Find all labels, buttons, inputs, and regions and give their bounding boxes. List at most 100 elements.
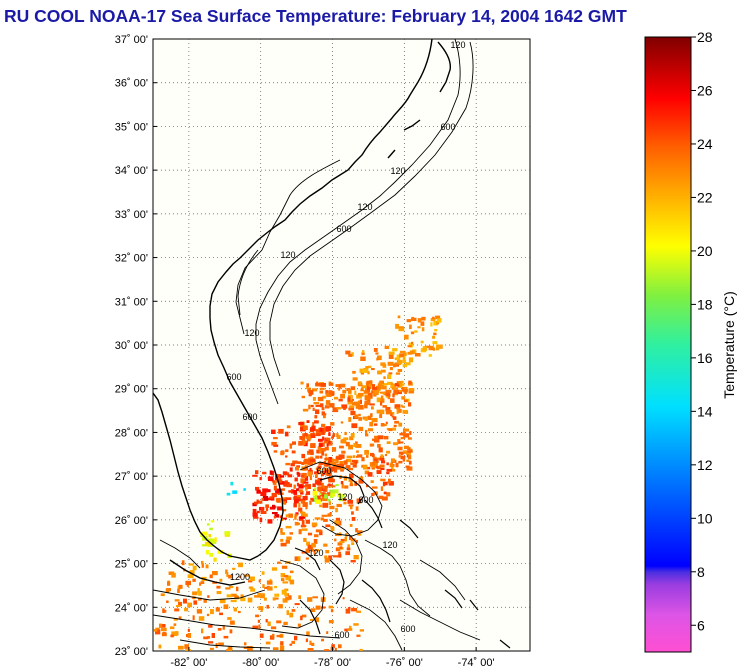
sst-pixel bbox=[375, 352, 379, 355]
sst-data-layer bbox=[153, 315, 443, 651]
sst-pixel bbox=[289, 612, 294, 618]
sst-pixel bbox=[305, 486, 308, 491]
sst-pixel bbox=[406, 466, 413, 471]
sst-pixel bbox=[329, 466, 335, 472]
sst-pixel bbox=[185, 649, 191, 651]
sst-pixel bbox=[388, 351, 395, 355]
sst-pixel bbox=[332, 555, 339, 558]
sst-pixel bbox=[301, 499, 305, 504]
sst-pixel bbox=[370, 452, 374, 457]
sst-pixel bbox=[352, 377, 358, 381]
sst-pixel bbox=[230, 621, 235, 625]
sst-pixel bbox=[255, 614, 260, 618]
sst-pixel bbox=[305, 557, 309, 560]
sst-pixel bbox=[403, 450, 408, 453]
sst-pixel bbox=[240, 597, 246, 602]
sst-pixel bbox=[308, 449, 314, 454]
sst-pixel bbox=[166, 600, 169, 603]
sst-pixel bbox=[358, 413, 361, 417]
sst-pixel bbox=[300, 381, 304, 385]
sst-pixel bbox=[181, 560, 185, 566]
sst-pixel bbox=[332, 407, 339, 413]
sst-pixel bbox=[335, 547, 341, 552]
sst-pixel bbox=[349, 436, 354, 441]
sst-pixel bbox=[311, 388, 318, 392]
sst-pixel bbox=[256, 510, 260, 514]
sst-pixel bbox=[298, 489, 303, 493]
sst-pixel bbox=[313, 495, 318, 499]
sst-pixel bbox=[286, 610, 289, 616]
sst-pixel bbox=[201, 544, 208, 547]
sst-pixel bbox=[253, 516, 259, 519]
sst-pixel bbox=[319, 390, 324, 394]
sst-pixel bbox=[295, 512, 299, 515]
sst-pixel bbox=[355, 441, 358, 445]
sst-pixel bbox=[336, 503, 342, 508]
sst-pixel bbox=[351, 459, 358, 463]
sst-pixel bbox=[386, 492, 391, 497]
sst-pixel bbox=[210, 539, 217, 544]
sst-pixel bbox=[308, 436, 312, 440]
sst-pixel bbox=[211, 633, 215, 638]
sst-pixel bbox=[255, 470, 259, 475]
sst-pixel bbox=[302, 433, 307, 437]
sst-pixel bbox=[390, 382, 393, 385]
sst-pixel bbox=[304, 433, 308, 437]
sst-pixel bbox=[403, 352, 407, 356]
sst-pixel bbox=[379, 409, 385, 415]
lat-tick-label: 30˚ 00' bbox=[115, 340, 148, 352]
sst-pixel bbox=[173, 618, 178, 621]
sst-pixel bbox=[389, 468, 396, 472]
sst-pixel bbox=[313, 550, 316, 555]
sst-pixel bbox=[265, 641, 271, 645]
sst-pixel bbox=[294, 513, 298, 517]
sst-pixel bbox=[259, 517, 263, 523]
sst-pixel bbox=[305, 484, 311, 489]
sst-pixel bbox=[350, 410, 356, 416]
sst-pixel bbox=[306, 385, 309, 390]
sst-pixel bbox=[209, 527, 213, 531]
sst-pixel bbox=[352, 462, 357, 468]
sst-pixel bbox=[341, 450, 346, 454]
sst-pixel bbox=[219, 599, 226, 604]
sst-pixel bbox=[309, 390, 314, 395]
colorbar-tick-label: 14 bbox=[697, 403, 713, 419]
sst-pixel bbox=[277, 561, 281, 564]
contour-label: 600 bbox=[226, 372, 241, 382]
sst-pixel bbox=[322, 395, 327, 399]
sst-pixel bbox=[350, 433, 355, 438]
sst-pixel bbox=[328, 432, 331, 436]
sst-pixel bbox=[368, 383, 372, 388]
sst-pixel bbox=[403, 386, 407, 390]
sst-pixel bbox=[178, 645, 184, 650]
sst-pixel bbox=[373, 460, 378, 466]
sst-pixel bbox=[355, 539, 358, 544]
sst-pixel bbox=[306, 383, 309, 387]
sst-pixel bbox=[396, 381, 402, 384]
sst-pixel bbox=[339, 546, 343, 550]
sst-pixel bbox=[357, 404, 364, 410]
sst-pixel bbox=[296, 482, 299, 487]
sst-pixel bbox=[402, 456, 405, 462]
sst-pixel bbox=[324, 457, 330, 460]
sst-pixel bbox=[341, 438, 347, 444]
sst-pixel bbox=[392, 416, 397, 420]
sst-pixel bbox=[326, 492, 332, 495]
sst-pixel bbox=[346, 455, 353, 459]
sst-pixel bbox=[397, 439, 401, 444]
sst-pixel bbox=[285, 455, 288, 458]
sst-pixel bbox=[364, 450, 369, 455]
sst-pixel bbox=[318, 461, 324, 465]
sst-pixel bbox=[328, 485, 331, 488]
sst-pixel bbox=[225, 569, 228, 574]
sst-pixel bbox=[393, 424, 397, 427]
sst-pixel bbox=[203, 636, 209, 640]
sst-pixel bbox=[264, 586, 269, 589]
sst-pixel bbox=[330, 609, 334, 613]
sst-pixel bbox=[252, 625, 259, 629]
sst-pixel bbox=[338, 454, 345, 459]
sst-pixel bbox=[207, 636, 211, 639]
sst-pixel bbox=[281, 565, 288, 569]
sst-pixel bbox=[395, 323, 400, 329]
sst-pixel bbox=[274, 514, 280, 518]
